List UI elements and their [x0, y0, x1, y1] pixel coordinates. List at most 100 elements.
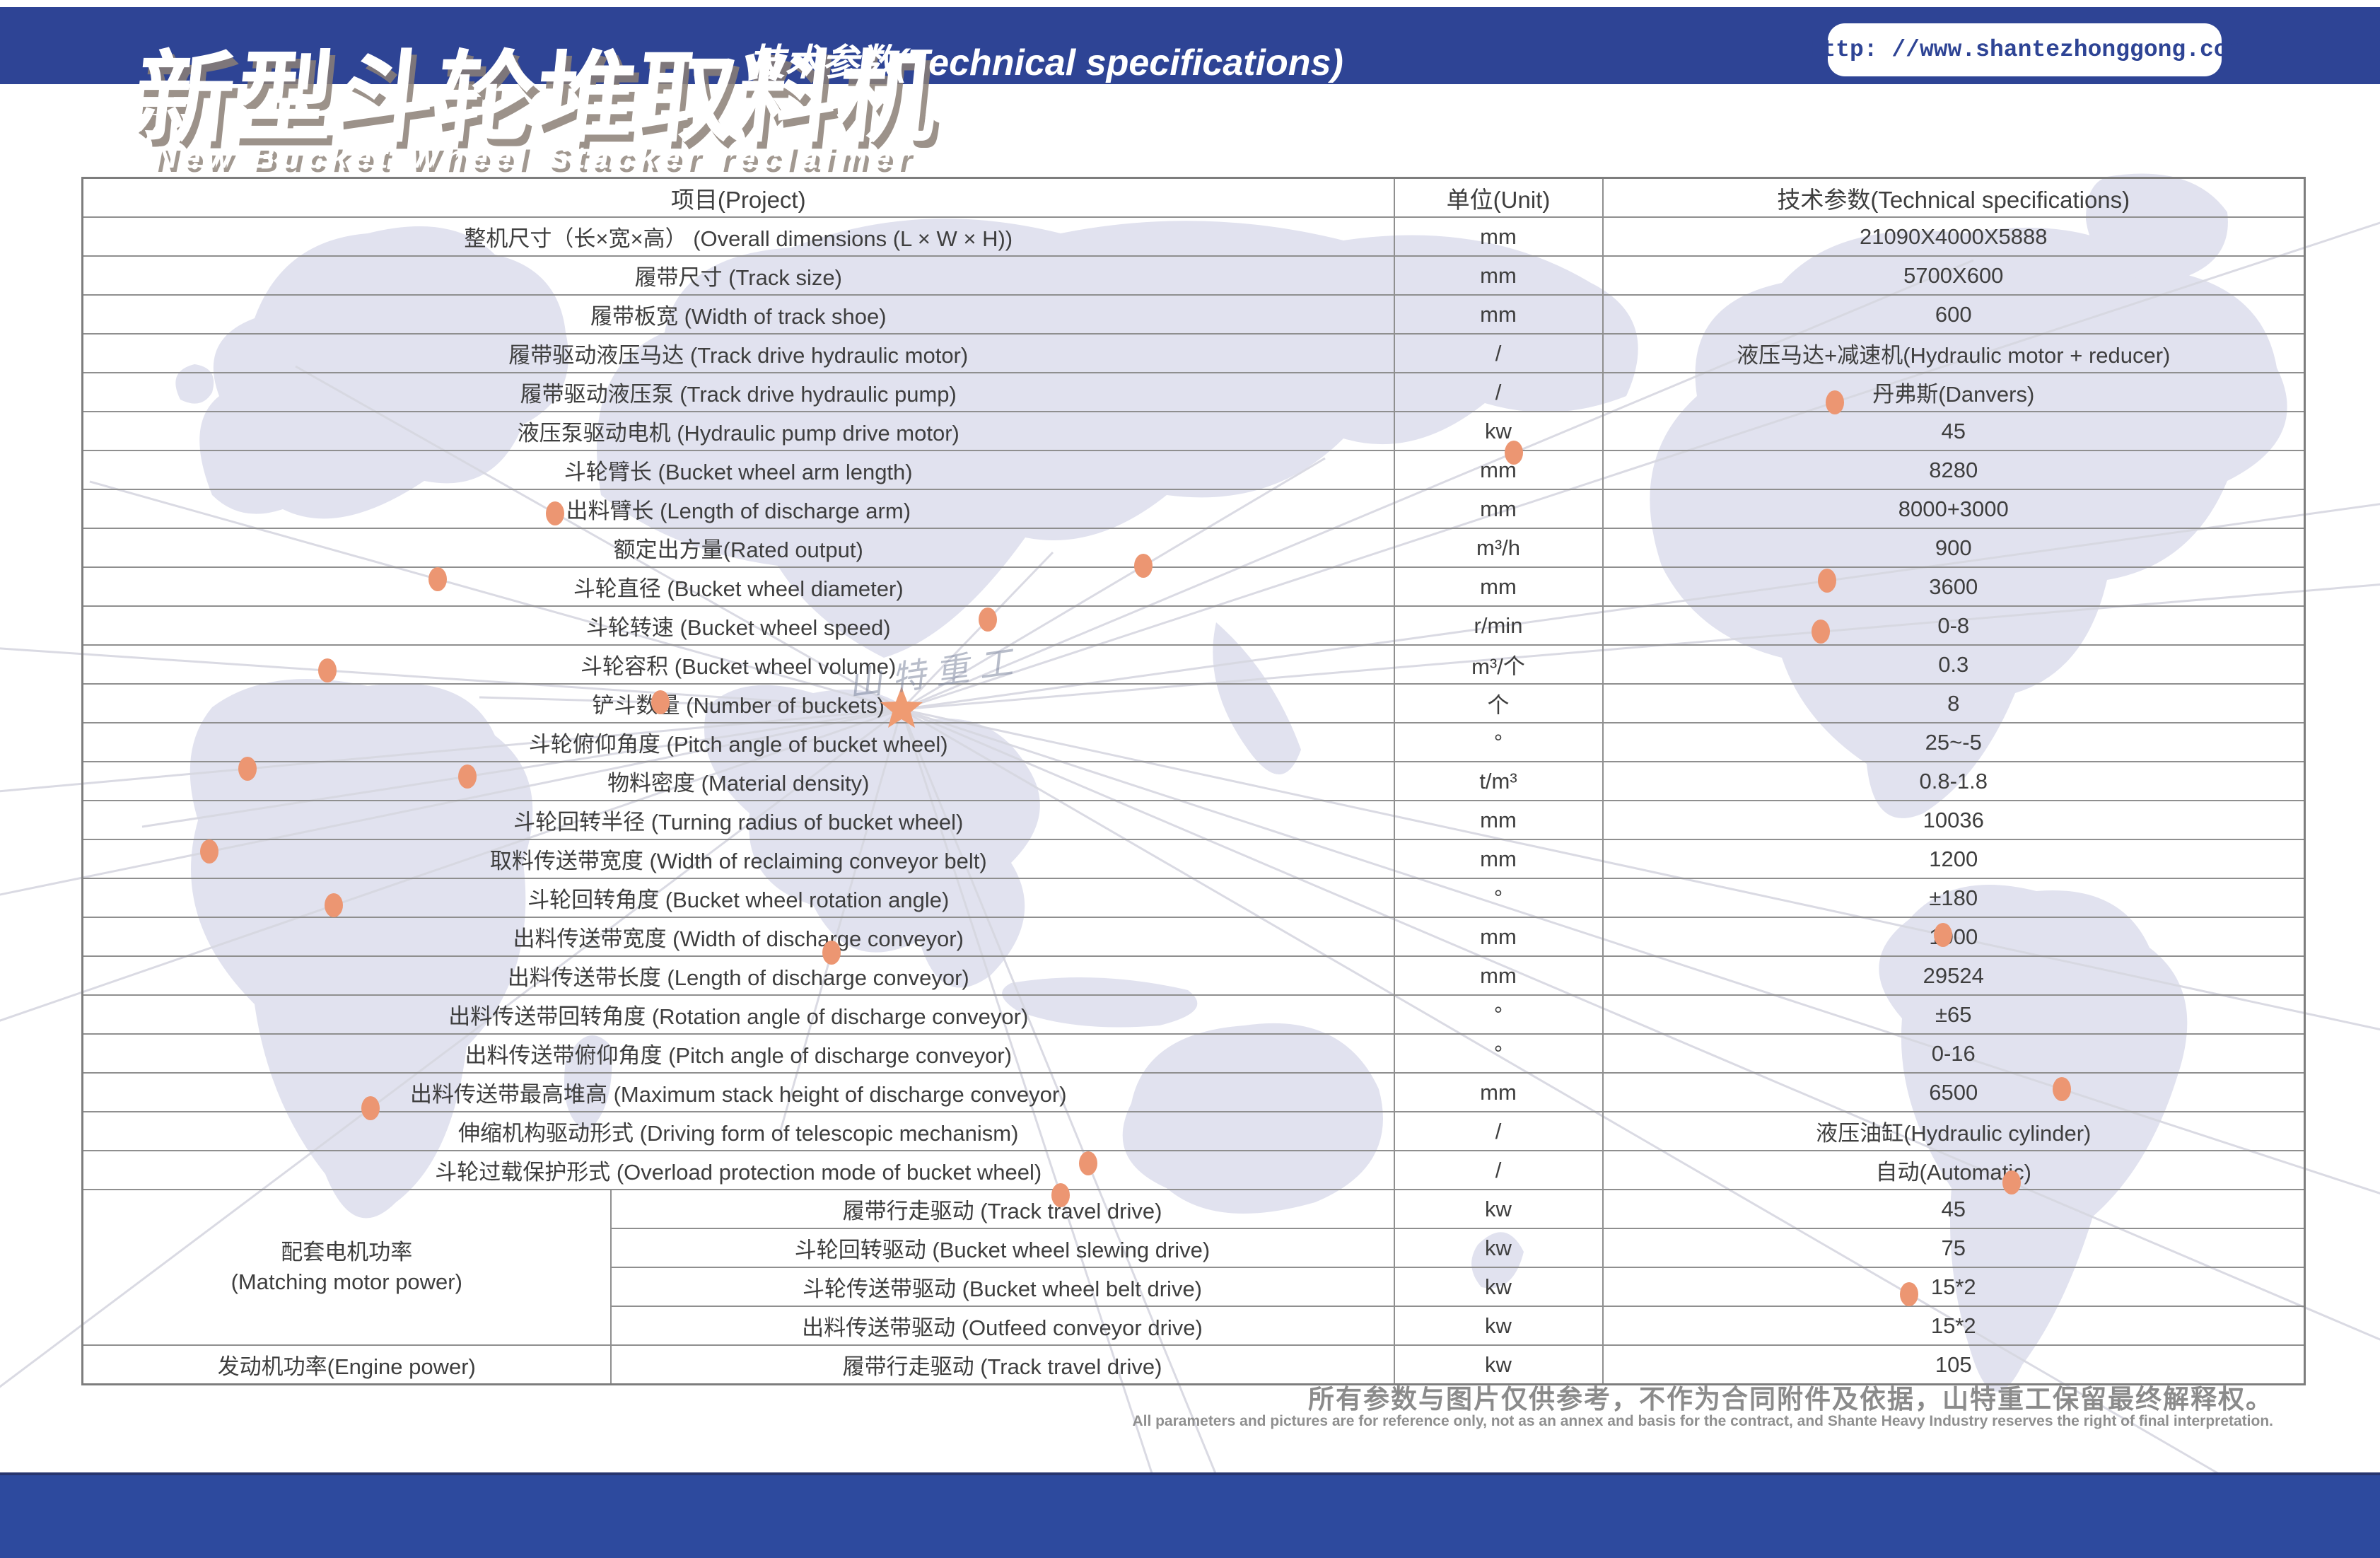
unit-cell: mm — [1393, 450, 1604, 490]
project-cell: 斗轮传送带驱动 (Bucket wheel belt drive) — [609, 1267, 1395, 1307]
unit-cell: mm — [1393, 800, 1604, 840]
spec-cell: 21090X4000X5888 — [1602, 216, 2306, 257]
spec-cell: 6500 — [1602, 1072, 2306, 1112]
unit-cell: kw — [1393, 1189, 1604, 1229]
spec-cell: 29524 — [1602, 955, 2306, 996]
spec-table: 项目(Project) 单位(Unit) 技术参数(Technical spec… — [81, 177, 2306, 1385]
project-cell: 斗轮过载保护形式 (Overload protection mode of bu… — [81, 1150, 1395, 1190]
unit-cell: / — [1393, 372, 1604, 412]
unit-cell: r/min — [1393, 605, 1604, 646]
footer-bar — [0, 1472, 2380, 1558]
spec-cell: 自动(Automatic) — [1602, 1150, 2306, 1190]
table-row: 出料传送带俯仰角度 (Pitch angle of discharge conv… — [81, 1033, 2306, 1074]
spec-cell: 1200 — [1602, 839, 2306, 879]
spec-cell: ±180 — [1602, 878, 2306, 918]
spec-cell: 600 — [1602, 294, 2306, 335]
section-title: 技术参数(Technical specifications) — [748, 42, 1343, 83]
project-cell: 斗轮转速 (Bucket wheel speed) — [81, 605, 1395, 646]
engine-label: 发动机功率(Engine power) — [81, 1344, 612, 1385]
disclaimer-cn: 所有参数与图片仅供参考，不作为合同附件及依据，山特重工保留最终解释权。 — [1308, 1385, 2273, 1414]
website-badge[interactable]: Http: //www.shantezhonggong.com — [1808, 23, 2241, 76]
table-row: 斗轮回转角度 (Bucket wheel rotation angle) ° ±… — [81, 878, 2306, 918]
project-cell: 履带行走驱动 (Track travel drive) — [609, 1344, 1395, 1385]
col-header-spec: 技术参数(Technical specifications) — [1602, 177, 2306, 218]
unit-cell: kw — [1393, 1228, 1604, 1268]
spec-cell: 10036 — [1602, 800, 2306, 840]
project-cell: 出料传送带驱动 (Outfeed conveyor drive) — [609, 1306, 1395, 1346]
project-cell: 斗轮俯仰角度 (Pitch angle of bucket wheel) — [81, 722, 1395, 762]
unit-cell: kw — [1393, 1344, 1604, 1385]
project-cell: 斗轮容积 (Bucket wheel volume) — [81, 644, 1395, 685]
spec-cell: 3600 — [1602, 566, 2306, 607]
table-row: 出料传送带回转角度 (Rotation angle of discharge c… — [81, 994, 2306, 1035]
table-row: 出料传送带长度 (Length of discharge conveyor) m… — [81, 955, 2306, 996]
project-cell: 液压泵驱动电机 (Hydraulic pump drive motor) — [81, 411, 1395, 451]
unit-cell: / — [1393, 1111, 1604, 1151]
project-cell: 斗轮回转角度 (Bucket wheel rotation angle) — [81, 878, 1395, 918]
motor-group-label-cn: 配套电机功率 — [281, 1240, 413, 1265]
spec-cell: ±65 — [1602, 994, 2306, 1035]
spec-cell: 45 — [1602, 1189, 2306, 1229]
table-row: 出料传送带最高堆高 (Maximum stack height of disch… — [81, 1072, 2306, 1112]
unit-cell: mm — [1393, 255, 1604, 296]
website-url[interactable]: Http: //www.shantezhonggong.com — [1807, 37, 2242, 63]
spec-cell: 丹弗斯(Danvers) — [1602, 372, 2306, 412]
spec-cell: 75 — [1602, 1228, 2306, 1268]
spec-cell: 0-16 — [1602, 1033, 2306, 1074]
col-header-project: 项目(Project) — [81, 177, 1395, 218]
unit-cell: mm — [1393, 566, 1604, 607]
table-row: 履带驱动液压泵 (Track drive hydraulic pump) / 丹… — [81, 372, 2306, 412]
project-cell: 履带驱动液压泵 (Track drive hydraulic pump) — [81, 372, 1395, 412]
unit-cell: m³/h — [1393, 528, 1604, 568]
spec-cell: 0.3 — [1602, 644, 2306, 685]
project-cell: 伸缩机构驱动形式 (Driving form of telescopic mec… — [81, 1111, 1395, 1151]
table-row: 额定出方量(Rated output) m³/h 900 — [81, 528, 2306, 568]
table-row: 履带驱动液压马达 (Track drive hydraulic motor) /… — [81, 333, 2306, 373]
unit-cell: ° — [1393, 722, 1604, 762]
spec-cell: 25~-5 — [1602, 722, 2306, 762]
unit-cell: ° — [1393, 1033, 1604, 1074]
unit-cell: mm — [1393, 216, 1604, 257]
table-row: 整机尺寸（长×宽×高） (Overall dimensions (L × W ×… — [81, 216, 2306, 257]
spec-cell: 8000+3000 — [1602, 489, 2306, 529]
table-header-row: 项目(Project) 单位(Unit) 技术参数(Technical spec… — [81, 177, 2306, 218]
motor-group-label-en: (Matching motor power) — [231, 1269, 462, 1294]
project-cell: 出料传送带长度 (Length of discharge conveyor) — [81, 955, 1395, 996]
table-row: 斗轮过载保护形式 (Overload protection mode of bu… — [81, 1150, 2306, 1190]
table-row: 出料传送带驱动 (Outfeed conveyor drive) kw 15*2 — [83, 1306, 2306, 1346]
unit-cell: mm — [1393, 839, 1604, 879]
table-row: 配套电机功率 (Matching motor power) 履带行走驱动 (Tr… — [81, 1189, 2306, 1346]
spec-cell: 105 — [1602, 1344, 2306, 1385]
spec-cell: 0.8-1.8 — [1602, 761, 2306, 801]
spec-cell: 液压油缸(Hydraulic cylinder) — [1602, 1111, 2306, 1151]
project-cell: 斗轮直径 (Bucket wheel diameter) — [81, 566, 1395, 607]
project-cell: 铲斗数量 (Number of buckets) — [81, 683, 1395, 723]
motor-group-label: 配套电机功率 (Matching motor power) — [81, 1189, 612, 1346]
table-row: 出料臂长 (Length of discharge arm) mm 8000+3… — [81, 489, 2306, 529]
table-row: 斗轮俯仰角度 (Pitch angle of bucket wheel) ° 2… — [81, 722, 2306, 762]
unit-cell: mm — [1393, 917, 1604, 957]
table-row: 履带尺寸 (Track size) mm 5700X600 — [81, 255, 2306, 296]
project-cell: 斗轮回转驱动 (Bucket wheel slewing drive) — [609, 1228, 1395, 1268]
table-row: 斗轮传送带驱动 (Bucket wheel belt drive) kw 15*… — [83, 1267, 2306, 1307]
project-cell: 整机尺寸（长×宽×高） (Overall dimensions (L × W ×… — [81, 216, 1395, 257]
unit-cell: kw — [1393, 411, 1604, 451]
table-row: 斗轮容积 (Bucket wheel volume) m³/个 0.3 — [81, 644, 2306, 685]
spec-cell: 5700X600 — [1602, 255, 2306, 296]
spec-cell: 15*2 — [1602, 1267, 2306, 1307]
table-row: 伸缩机构驱动形式 (Driving form of telescopic mec… — [81, 1111, 2306, 1151]
disclaimer-en: All parameters and pictures are for refe… — [1132, 1413, 2273, 1429]
project-cell: 斗轮回转半径 (Turning radius of bucket wheel) — [81, 800, 1395, 840]
table-row: 物料密度 (Material density) t/m³ 0.8-1.8 — [81, 761, 2306, 801]
unit-cell: mm — [1393, 294, 1604, 335]
table-row: 斗轮回转半径 (Turning radius of bucket wheel) … — [81, 800, 2306, 840]
table-row: 铲斗数量 (Number of buckets) 个 8 — [81, 683, 2306, 723]
unit-cell: t/m³ — [1393, 761, 1604, 801]
table-row: 斗轮臂长 (Bucket wheel arm length) mm 8280 — [81, 450, 2306, 490]
project-cell: 履带尺寸 (Track size) — [81, 255, 1395, 296]
spec-cell: 8280 — [1602, 450, 2306, 490]
table-row: 取料传送带宽度 (Width of reclaiming conveyor be… — [81, 839, 2306, 879]
engine-power-row: 发动机功率(Engine power) 履带行走驱动 (Track travel… — [81, 1344, 2306, 1385]
unit-cell: mm — [1393, 1072, 1604, 1112]
